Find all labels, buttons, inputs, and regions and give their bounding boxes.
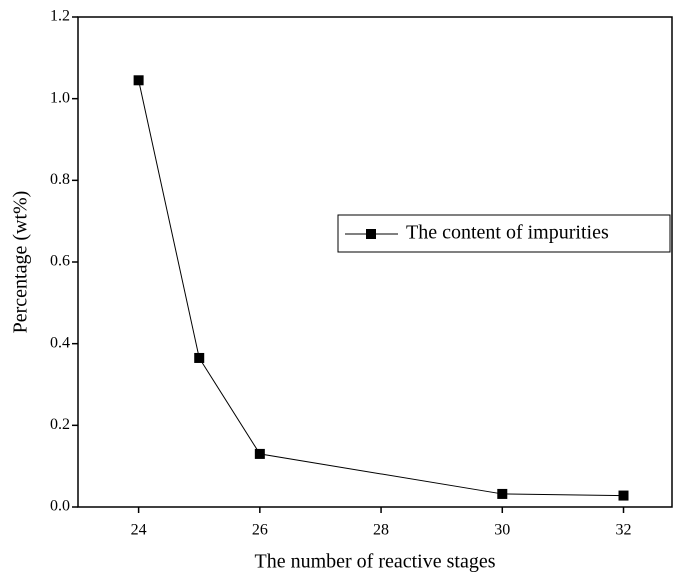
- y-tick-label: 1.0: [50, 89, 70, 106]
- y-tick-label: 0.4: [50, 334, 70, 351]
- x-tick-label: 24: [131, 522, 147, 539]
- x-tick-label: 30: [494, 522, 510, 539]
- x-tick-label: 28: [373, 522, 389, 539]
- data-point: [618, 490, 629, 501]
- y-tick-label: 1.2: [50, 8, 70, 25]
- data-point: [497, 488, 508, 499]
- y-tick-label: 0.2: [50, 416, 70, 433]
- plot-frame: [77, 16, 673, 508]
- data-point: [254, 448, 265, 459]
- x-tick-label: 32: [616, 522, 632, 539]
- legend-marker: [366, 229, 376, 239]
- series-line: [138, 80, 624, 497]
- data-point: [194, 352, 205, 363]
- data-point: [133, 75, 144, 86]
- x-axis-label: The number of reactive stages: [254, 551, 495, 573]
- y-axis-label: Percentage (wt%): [10, 191, 32, 334]
- legend-label: The content of impurities: [406, 222, 609, 244]
- y-tick-label: 0.6: [50, 253, 70, 270]
- y-tick-label: 0.0: [50, 498, 70, 515]
- x-tick-label: 26: [252, 522, 268, 539]
- y-tick-label: 0.8: [50, 171, 70, 188]
